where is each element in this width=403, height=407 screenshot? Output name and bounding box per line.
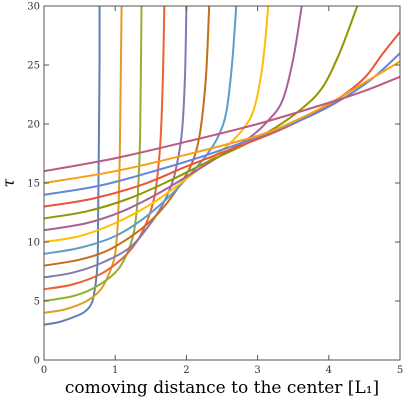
series-line-13 — [44, 60, 400, 184]
series-line-11 — [44, 31, 400, 208]
y-tick-label: 30 — [27, 2, 40, 13]
series-line-5 — [44, 6, 188, 279]
x-axis-label: comoving distance to the center [L₁] — [65, 378, 379, 398]
series-line-14 — [44, 75, 400, 173]
y-tick-label: 10 — [27, 238, 40, 249]
ticks-layer: 0 1 2 3 4 5 0 5 10 15 20 25 30 — [27, 2, 403, 377]
y-tick-label: 15 — [27, 179, 40, 190]
y-tick-label: 25 — [27, 61, 40, 72]
series-layer — [44, 6, 400, 326]
x-tick-label: 0 — [41, 365, 47, 376]
x-tick-label: 5 — [397, 365, 403, 376]
series-line-12 — [44, 52, 400, 196]
y-axis-label: τ — [0, 177, 18, 187]
series-line-4 — [44, 6, 166, 291]
y-tick-label: 0 — [34, 356, 40, 367]
x-tick-label: 1 — [112, 365, 118, 376]
x-tick-label: 3 — [254, 365, 260, 376]
x-tick-label: 2 — [183, 365, 189, 376]
series-line-1 — [44, 6, 101, 326]
y-tick-label: 20 — [27, 120, 40, 131]
series-line-2 — [44, 6, 123, 314]
plot-frame — [43, 5, 401, 361]
x-tick-label: 4 — [326, 365, 332, 376]
y-tick-label: 5 — [34, 297, 40, 308]
